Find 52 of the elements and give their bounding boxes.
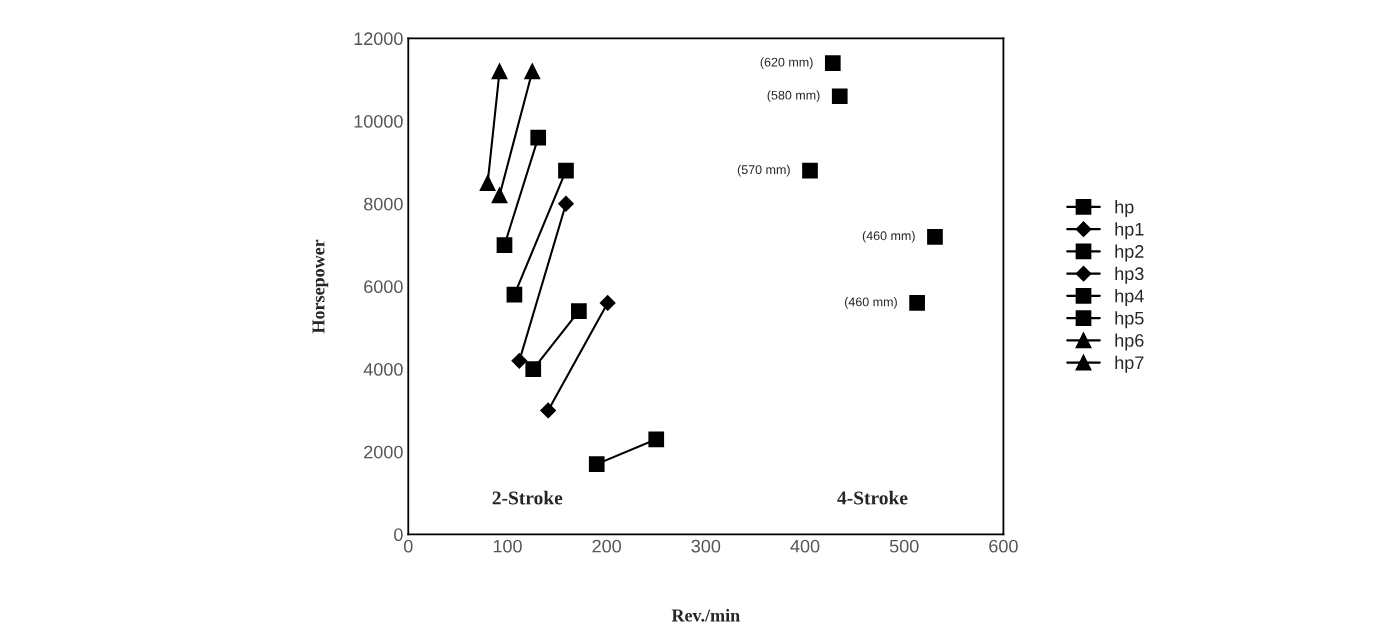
annotation: (570 mm)	[737, 164, 790, 177]
x-tick-label: 300	[691, 539, 721, 553]
point	[540, 402, 556, 419]
point	[491, 63, 508, 80]
point	[599, 295, 616, 311]
legend-label: hp5	[1115, 311, 1144, 329]
point	[506, 286, 523, 303]
point	[491, 187, 508, 204]
y-tick-label: 8000	[364, 197, 403, 211]
annotation: 4-Stroke	[837, 490, 908, 505]
y-tick-label: 10000	[354, 115, 403, 128]
x-tick-label: 600	[989, 539, 1018, 553]
point	[588, 456, 605, 472]
annotation: (460 mm)	[862, 230, 915, 243]
y-tick-label: 4000	[363, 363, 403, 376]
point	[927, 228, 943, 245]
point	[802, 162, 818, 179]
legend-label: hp1	[1115, 222, 1144, 240]
legend-label: hp	[1115, 200, 1134, 217]
x-tick-label: 200	[592, 539, 622, 553]
point	[831, 88, 848, 105]
point	[824, 55, 841, 72]
legend-label: hp6	[1115, 333, 1144, 351]
x-tick-label: 400	[790, 539, 820, 553]
point	[496, 237, 513, 253]
annotation: (620 mm)	[760, 57, 813, 70]
point	[511, 353, 528, 369]
point	[524, 63, 541, 80]
annotation: (460 mm)	[844, 297, 897, 309]
y-tick-label: 2000	[364, 445, 403, 459]
x-tick-label: 100	[493, 539, 522, 553]
point	[479, 175, 496, 191]
legend-label: hp4	[1115, 289, 1144, 306]
y-tick-label: 6000	[364, 280, 403, 294]
point	[648, 431, 665, 448]
y-tick-label: 0	[394, 528, 403, 542]
x-tick-label: 0	[403, 539, 413, 553]
legend-label: hp2	[1115, 244, 1144, 262]
point	[530, 129, 547, 146]
point	[525, 361, 542, 377]
annotation: 2-Stroke	[492, 490, 563, 505]
x-tick-label: 500	[889, 539, 919, 553]
annotation: (580 mm)	[767, 90, 820, 103]
x-axis-title: Rev./min	[671, 608, 740, 622]
y-axis-title: Horsepower	[312, 239, 329, 334]
point	[909, 295, 925, 311]
legend-label: hp7	[1115, 355, 1144, 373]
legend-label: hp3	[1115, 266, 1144, 284]
y-tick-label: 12000	[354, 32, 403, 46]
point	[558, 162, 574, 179]
point	[571, 303, 587, 320]
point	[558, 195, 574, 212]
